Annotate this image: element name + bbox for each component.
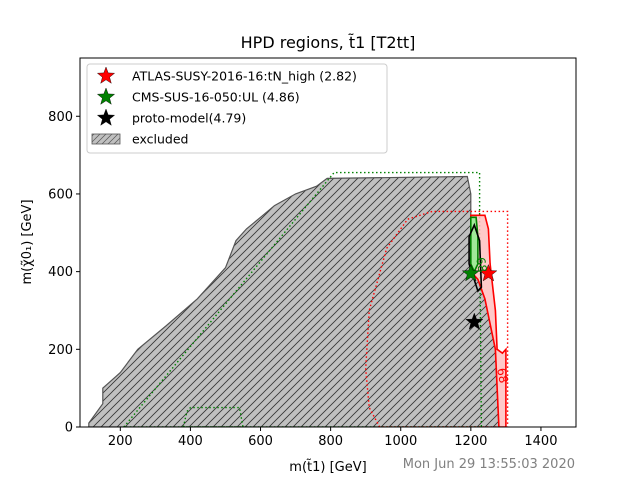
legend-star-0 bbox=[96, 66, 116, 84]
x-axis-label: m(t̃1) [GeV] bbox=[289, 460, 366, 475]
contour-label-0: 68 bbox=[494, 367, 510, 384]
contour-3 bbox=[469, 214, 507, 427]
legend-box bbox=[86, 63, 388, 154]
x-tick-label-4: 1000 bbox=[384, 434, 417, 449]
contour-5 bbox=[468, 222, 483, 293]
chart-title: HPD regions, t̃1 [T2tt] bbox=[241, 33, 416, 52]
timestamp: Mon Jun 29 13:55:03 2020 bbox=[403, 457, 575, 472]
x-tick-label-6: 1400 bbox=[524, 434, 557, 449]
y-tick-label-4: 800 bbox=[48, 110, 73, 125]
x-tick-label-5: 1200 bbox=[454, 434, 487, 449]
legend-label-2: proto-model(4.79) bbox=[132, 111, 246, 126]
legend-star-2 bbox=[96, 108, 116, 126]
best-fit-star-1 bbox=[461, 264, 480, 282]
legend: ATLAS-SUSY-2016-16:tN_high (2.82) CMS-SUS… bbox=[86, 63, 388, 154]
excluded-region bbox=[88, 175, 500, 427]
x-tick-label-1: 400 bbox=[178, 434, 203, 449]
y-axis-label: m(χ̃0₁) [GeV] bbox=[20, 199, 35, 284]
legend-patch-3 bbox=[91, 133, 121, 145]
plot-area: 68 68 bbox=[88, 171, 511, 427]
legend-label-1: CMS-SUS-16-050:UL (4.86) bbox=[132, 90, 300, 105]
axes-frame bbox=[79, 57, 577, 428]
y-tick-label-3: 600 bbox=[48, 187, 73, 202]
x-tick-label-2: 600 bbox=[248, 434, 273, 449]
x-tick-label-0: 200 bbox=[108, 434, 133, 449]
y-tick-label-1: 200 bbox=[48, 343, 73, 358]
legend-label-3: excluded bbox=[132, 132, 188, 147]
legend-label-0: ATLAS-SUSY-2016-16:tN_high (2.82) bbox=[132, 69, 357, 84]
legend-star-1 bbox=[96, 87, 116, 105]
y-tick-label-2: 400 bbox=[48, 265, 73, 280]
contour-label-1: 68 bbox=[473, 256, 489, 273]
y-tick-label-0: 0 bbox=[65, 421, 73, 436]
best-fit-star-2 bbox=[465, 312, 484, 330]
contour-2 bbox=[364, 210, 509, 427]
best-fit-star-0 bbox=[479, 264, 498, 282]
contour-1 bbox=[182, 406, 244, 427]
axis-ticks: 200 400 600 800 1000 1200 1400 0 200 400 600 800 bbox=[48, 110, 557, 449]
x-tick-label-3: 800 bbox=[318, 434, 343, 449]
